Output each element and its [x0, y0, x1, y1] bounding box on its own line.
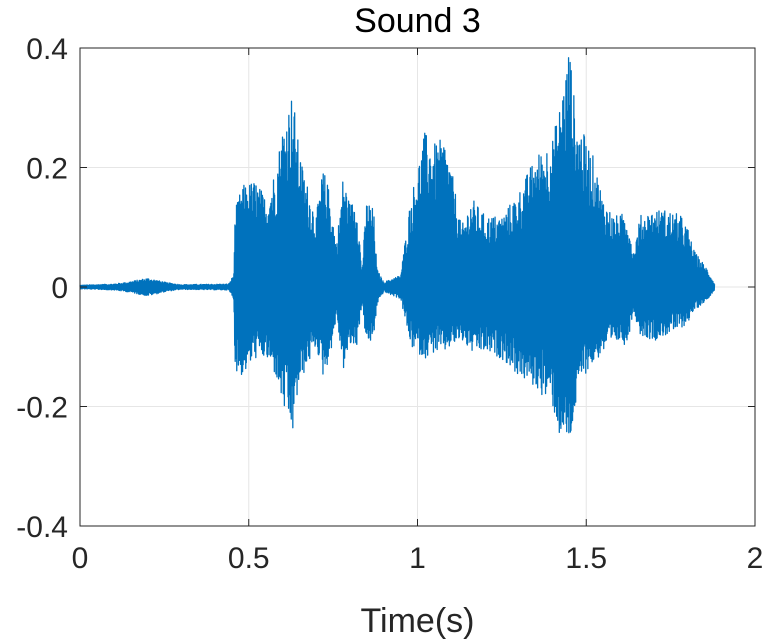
chart-title: Sound 3: [354, 2, 481, 40]
plot-area: [79, 57, 716, 434]
y-tick-labels: -0.4 -0.2 0 0.2 0.4: [16, 33, 68, 544]
x-tick-label: 1.5: [565, 542, 607, 575]
x-axis-label: Time(s): [361, 602, 475, 640]
y-tick-label: -0.4: [16, 511, 68, 544]
y-tick-label: 0: [51, 272, 68, 305]
x-tick-label: 0: [72, 542, 89, 575]
x-tick-labels: 0 0.5 1 1.5 2: [72, 542, 764, 575]
x-tick-label: 2: [747, 542, 764, 575]
tick-marks: [79, 47, 756, 527]
y-tick-label: 0.2: [26, 153, 68, 186]
x-tick-label: 1: [409, 542, 426, 575]
y-tick-label: -0.2: [16, 392, 68, 425]
x-tick-label: 0.5: [228, 542, 270, 575]
y-tick-label: 0.4: [26, 33, 68, 66]
waveform-line: [79, 57, 716, 434]
